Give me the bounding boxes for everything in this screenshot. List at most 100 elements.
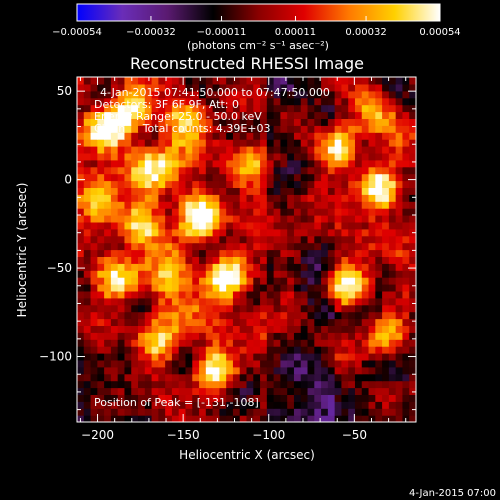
- heatmap-cell: [171, 242, 180, 251]
- heatmap-cell: [395, 90, 404, 99]
- heatmap-cell: [219, 242, 227, 251]
- heatmap-cell: [144, 221, 153, 230]
- heatmap-cell: [171, 125, 180, 133]
- heatmap-cell: [388, 166, 397, 175]
- heatmap-cell: [273, 339, 281, 347]
- heatmap-cell: [185, 373, 193, 382]
- heatmap-cell: [266, 415, 275, 422]
- heatmap-cell: [110, 152, 119, 161]
- heatmap-cell: [212, 235, 220, 244]
- heatmap-cell: [110, 208, 119, 216]
- heatmap-cell: [321, 180, 329, 188]
- heatmap-cell: [388, 332, 397, 340]
- heatmap-cell: [226, 221, 234, 230]
- heatmap-cell: [375, 139, 383, 147]
- heatmap-cell: [226, 284, 234, 292]
- heatmap-cell: [321, 256, 329, 264]
- heatmap-cell: [321, 118, 329, 126]
- heatmap-cell: [117, 387, 126, 395]
- heatmap-cell: [171, 366, 180, 375]
- heatmap-cell: [307, 290, 315, 299]
- heatmap-cell: [300, 118, 309, 126]
- heatmap-cell: [151, 290, 159, 299]
- heatmap-cell: [341, 415, 349, 422]
- heatmap-cell: [124, 242, 132, 251]
- heatmap-cell: [348, 380, 356, 389]
- heatmap-cell: [266, 256, 275, 264]
- heatmap-cell: [273, 415, 281, 422]
- heatmap-cell: [402, 83, 410, 92]
- heatmap-cell: [226, 297, 234, 306]
- heatmap-cell: [280, 297, 288, 306]
- heatmap-cell: [307, 97, 315, 106]
- heatmap-cell: [138, 146, 146, 154]
- heatmap-cell: [90, 346, 98, 354]
- heatmap-cell: [192, 111, 200, 119]
- heatmap-cell: [226, 104, 234, 113]
- heatmap-cell: [158, 311, 166, 320]
- heatmap-cell: [77, 221, 85, 230]
- heatmap-cell: [266, 132, 275, 140]
- heatmap-cell: [300, 146, 309, 154]
- heatmap-cell: [300, 387, 309, 395]
- heatmap-cell: [77, 373, 85, 382]
- heatmap-cell: [327, 401, 336, 409]
- heatmap-cell: [375, 353, 383, 361]
- heatmap-cell: [90, 228, 98, 237]
- heatmap-cell: [124, 359, 132, 368]
- colorbar-tick-label-0: −0.00054: [52, 27, 102, 38]
- heatmap-cell: [212, 194, 220, 202]
- heatmap-cell: [382, 118, 390, 126]
- heatmap-cell: [409, 111, 416, 119]
- heatmap-cell: [354, 249, 363, 257]
- heatmap-cell: [388, 159, 397, 168]
- heatmap-cell: [361, 152, 370, 161]
- heatmap-cell: [280, 394, 288, 402]
- heatmap-cell: [138, 284, 146, 292]
- heatmap-cell: [104, 146, 112, 154]
- heatmap-cell: [178, 152, 187, 161]
- plot-frame: [76, 76, 417, 423]
- heatmap-cell: [402, 408, 410, 416]
- heatmap-cell: [314, 290, 322, 299]
- heatmap-cell: [144, 194, 153, 202]
- heatmap-cell: [226, 242, 234, 251]
- heatmap-cell: [165, 332, 173, 340]
- heatmap-cell: [192, 311, 200, 320]
- heatmap-cell: [348, 146, 356, 154]
- heatmap-cell: [219, 353, 227, 361]
- heatmap-cell: [83, 415, 92, 422]
- heatmap-cell: [307, 194, 315, 202]
- heatmap-cell: [192, 83, 200, 92]
- heatmap-cell: [90, 125, 98, 133]
- heatmap-cell: [293, 146, 302, 154]
- heatmap-cell: [314, 118, 322, 126]
- heatmap-cell: [165, 132, 173, 140]
- heatmap-cell: [327, 290, 336, 299]
- heatmap-cell: [110, 132, 119, 140]
- heatmap-cell: [368, 173, 376, 182]
- colorbar-tick-label-1: −0.00032: [126, 27, 176, 38]
- heatmap-cell: [260, 173, 268, 182]
- heatmap-cell: [165, 208, 173, 216]
- heatmap-cell: [287, 104, 295, 113]
- heatmap-cell: [395, 353, 404, 361]
- heatmap-cell: [83, 215, 92, 223]
- heatmap-cell: [144, 387, 153, 395]
- heatmap-cell: [212, 270, 220, 278]
- heatmap-cell: [273, 297, 281, 306]
- heatmap-cell: [199, 325, 207, 333]
- heatmap-cell: [212, 118, 220, 126]
- heatmap-cell: [341, 277, 349, 285]
- heatmap-cell: [192, 277, 200, 285]
- heatmap-cell: [341, 139, 349, 147]
- heatmap-cell: [226, 263, 234, 271]
- heatmap-cell: [239, 311, 248, 320]
- heatmap-cell: [219, 359, 227, 368]
- heatmap-cell: [97, 346, 105, 354]
- heatmap-cell: [165, 415, 173, 422]
- heatmap-cell: [171, 118, 180, 126]
- colorbar-tick-label-4: 0.00032: [345, 27, 386, 38]
- heatmap-cell: [382, 83, 390, 92]
- heatmap-cell: [273, 132, 281, 140]
